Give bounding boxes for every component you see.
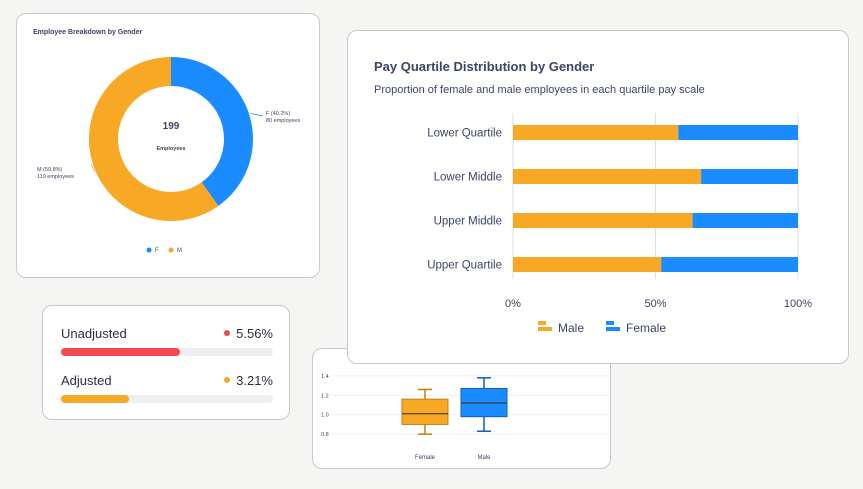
legend-label-m: M: [177, 248, 182, 254]
gap-label-adjusted: Adjusted: [61, 373, 112, 388]
category-label-1: Lower Middle: [434, 172, 502, 184]
category-label-2: Upper Middle: [434, 216, 502, 228]
donut-slice-f: [171, 57, 253, 206]
legend-label-female: Female: [626, 321, 666, 335]
gap-value-unadjusted: 5.56%: [224, 326, 273, 341]
donut-center-label: Employees: [156, 146, 185, 152]
bar-male-1: [513, 169, 702, 184]
donut-leader-m: [90, 164, 96, 173]
legend-dot-f: [146, 247, 152, 253]
gap-value-adjusted: 3.21%: [224, 373, 273, 388]
x-tick-100: 100%: [784, 298, 812, 310]
gap-dot-unadjusted: [224, 330, 231, 336]
quartile-bar-chart: 0% 50% 100% Lower Quartile Lower Middle Upper…: [427, 113, 812, 335]
donut-leader-f: [250, 113, 264, 117]
pay-boxplot-card: 0.8 1.0 1.2 1.4 Female Male: [312, 348, 611, 469]
legend-dot-m: [168, 247, 174, 253]
quartile-subtitle: Proportion of female and male employees …: [374, 84, 705, 96]
x-tick-50: 50%: [644, 298, 666, 310]
legend-icon-top-male: [538, 321, 546, 325]
gap-track-unadjusted: [61, 348, 273, 356]
donut-slice-label-f: F (40.2%): [266, 111, 290, 117]
bar-male-2: [513, 213, 693, 228]
bar-female-2: [692, 213, 798, 228]
quartile-title: Pay Quartile Distribution by Gender: [374, 59, 595, 74]
gap-value-text-adjusted: 3.21%: [236, 373, 273, 388]
box-y-tick-0: 0.8: [321, 432, 329, 438]
legend-label-f: F: [155, 248, 159, 254]
gap-label-unadjusted: Unadjusted: [61, 326, 127, 341]
bar-male-0: [513, 125, 679, 140]
bar-male-3: [513, 257, 662, 272]
legend-icon-bottom-male: [538, 327, 552, 331]
box-plot: 0.8 1.0 1.2 1.4 Female Male: [321, 374, 609, 461]
box-y-tick-3: 1.4: [321, 374, 329, 380]
box-x-label-male: Male: [477, 455, 491, 461]
box-y-tick-2: 1.2: [321, 393, 329, 399]
legend-icon-bottom-female: [606, 327, 620, 331]
legend-label-male: Male: [558, 321, 584, 335]
category-label-3: Upper Quartile: [427, 260, 502, 272]
bar-female-1: [701, 169, 798, 184]
donut-slice-count-f: 80 employees: [266, 118, 300, 124]
pay-quartile-card: Pay Quartile Distribution by Gender Prop…: [347, 30, 849, 364]
box-female: [401, 398, 449, 425]
donut-chart: 199 Employees F (40.2%)80 employees M (59.8…: [37, 57, 300, 254]
gender-breakdown-card: Employee Breakdown by Gender 199 Employee…: [16, 13, 320, 278]
gap-bar-unadjusted: [61, 348, 180, 356]
box-y-tick-1: 1.0: [321, 413, 329, 419]
donut-slice-label-m: M (59.8%): [37, 167, 63, 173]
pay-gap-card: Unadjusted 5.56% Adjusted 3.21%: [42, 305, 290, 420]
donut-slice-m: [88, 57, 219, 221]
bar-female-0: [678, 125, 798, 140]
donut-slice-count-m: 119 employees: [37, 174, 74, 180]
donut-center-value: 199: [163, 121, 180, 132]
category-label-0: Lower Quartile: [427, 128, 502, 140]
bar-female-3: [661, 257, 798, 272]
x-tick-0: 0%: [505, 298, 521, 310]
gap-value-text-unadjusted: 5.56%: [236, 326, 273, 341]
gap-track-adjusted: [61, 395, 273, 403]
donut-title: Employee Breakdown by Gender: [33, 29, 143, 36]
legend-icon-top-female: [606, 321, 614, 325]
box-x-label-female: Female: [415, 455, 436, 461]
gap-dot-adjusted: [224, 377, 231, 383]
gap-bar-adjusted: [61, 395, 129, 403]
